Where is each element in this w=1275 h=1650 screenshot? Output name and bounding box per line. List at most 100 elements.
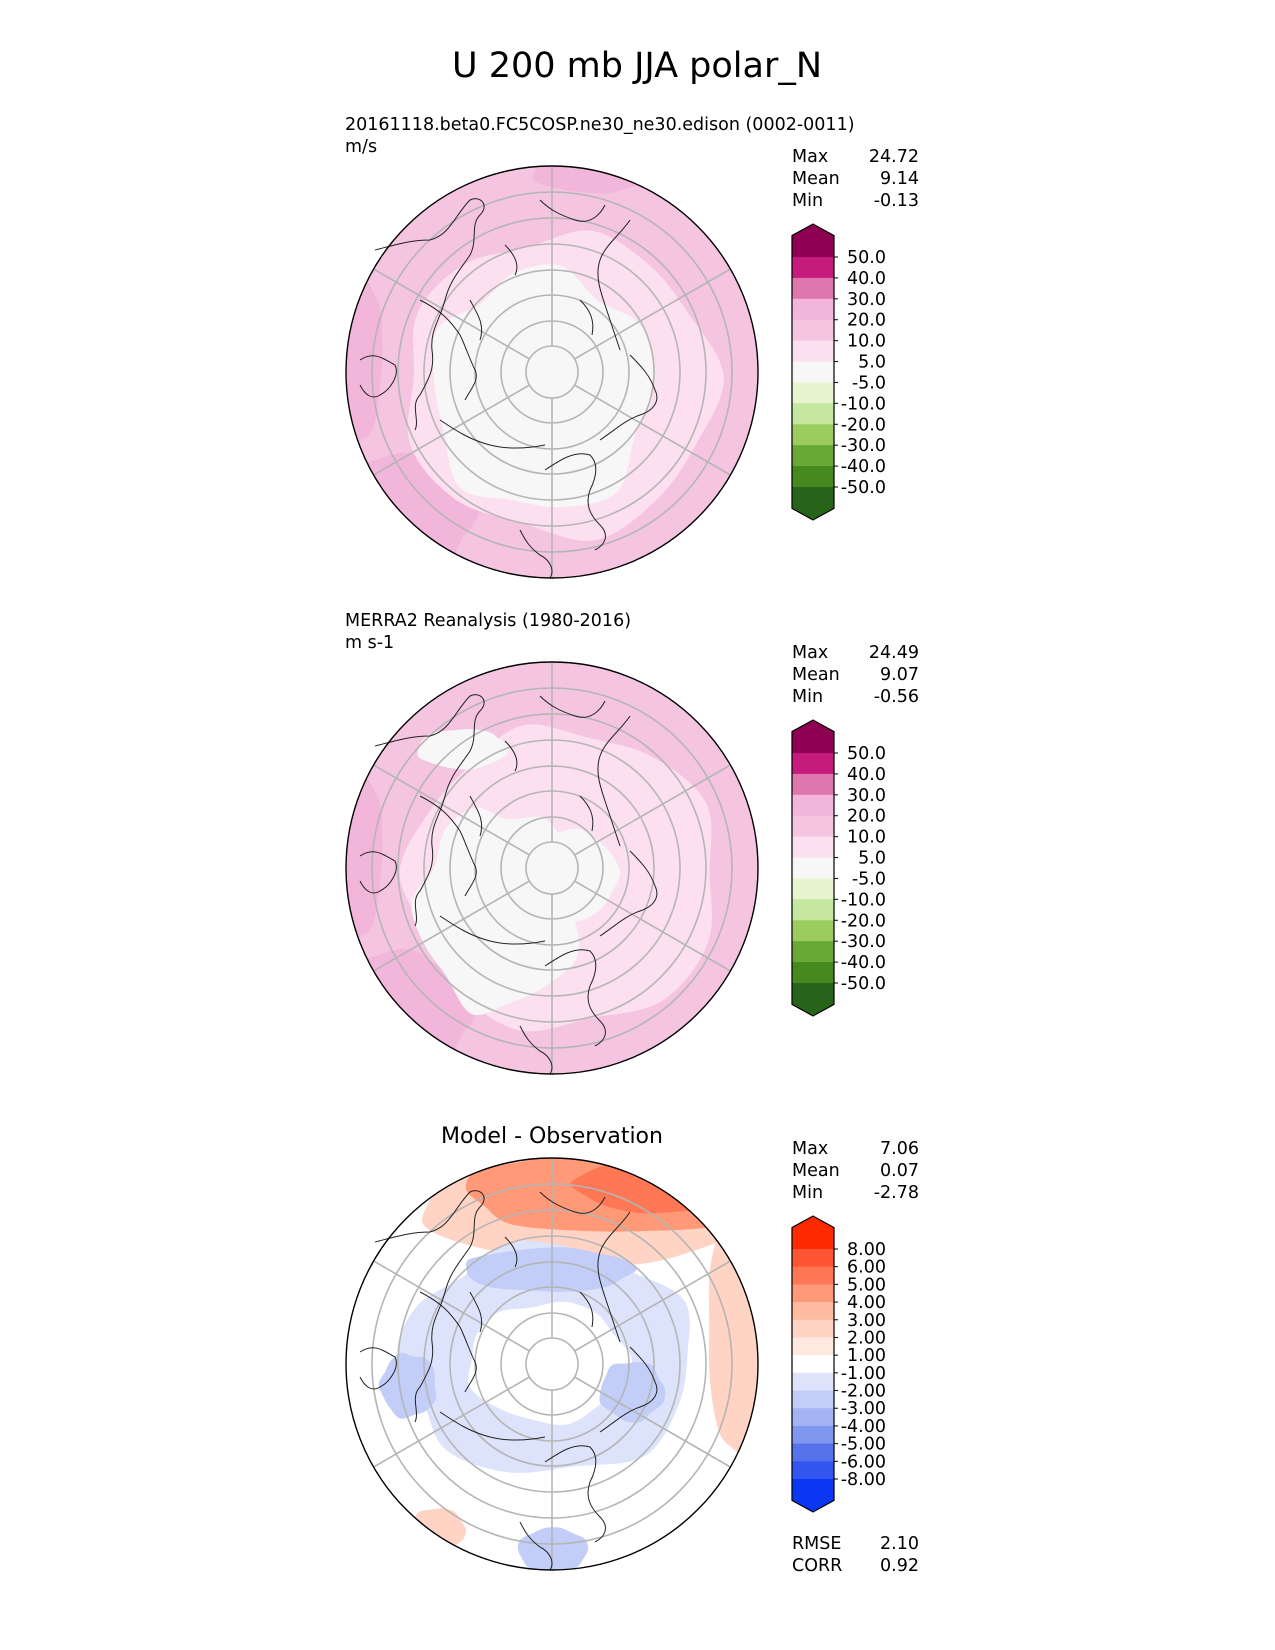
metric-corr-value: 0.92 [880, 1556, 919, 1576]
colorbar-segment [792, 1284, 834, 1303]
fill-level-near-zero [432, 264, 655, 508]
coastline [579, 1291, 594, 1328]
colorbar-tick-label: 40.0 [847, 269, 886, 289]
coastline [359, 355, 397, 398]
graticule [371, 1158, 733, 1570]
colorbar-tick-label: 10.0 [847, 828, 886, 848]
coastline [504, 1236, 518, 1268]
panel-model-colorbar: 50.040.030.020.010.05.0-5.0-10.0-20.0-30… [791, 223, 886, 521]
colorbar-tick-label: 50.0 [847, 248, 886, 268]
stat-min-value: -2.78 [874, 1183, 919, 1203]
colorbar-segment [792, 1408, 834, 1427]
meridian-line [574, 268, 731, 360]
colorbar-tick-label: 40.0 [847, 765, 886, 785]
map-boundary [345, 1157, 759, 1571]
panel-obs-units: m s-1 [345, 633, 394, 653]
coastlines [359, 198, 658, 579]
coastline [439, 1411, 546, 1441]
meridian-line [574, 384, 731, 476]
colorbar-tick-label: 5.0 [858, 353, 886, 373]
coastline [374, 198, 485, 431]
colorbar-extend-min [792, 983, 834, 1016]
coastline [469, 1291, 483, 1333]
metric-rmse-label: RMSE [792, 1534, 841, 1554]
panel-diff-map [345, 1157, 759, 1571]
colorbar-segment [792, 298, 834, 321]
colorbar-tick-label: 3.00 [847, 1311, 886, 1331]
colorbar-tick-label: -10.0 [841, 890, 886, 910]
colorbar-tick-label: -5.0 [852, 373, 886, 393]
panel-obs: MERRA2 Reanalysis (1980-2016) m s-1 Max … [345, 611, 919, 1075]
coastline [419, 795, 477, 897]
colorbar-tick-label: -40.0 [841, 953, 886, 973]
metric-corr-label: CORR [792, 1556, 842, 1576]
colorbar-segment [792, 1355, 834, 1374]
colorbar-extend-max [792, 720, 834, 753]
coastline [519, 1521, 553, 1571]
colorbar-segment [792, 1425, 834, 1445]
colorbar-segment [792, 836, 834, 859]
colorbar-tick-label: 30.0 [847, 290, 886, 310]
stat-min-label: Min [792, 191, 823, 211]
stat-mean-value: 9.07 [880, 665, 919, 685]
colorbar-segment [792, 1249, 834, 1268]
colorbar-extend-min [792, 1479, 834, 1512]
coastline [597, 1211, 631, 1343]
colorbar-segment [792, 1443, 834, 1462]
colorbar-tick-label: 30.0 [847, 786, 886, 806]
graticule [371, 662, 733, 1074]
coastline [359, 1347, 397, 1390]
meridian-line [373, 880, 530, 972]
colorbar-tick-label: 50.0 [847, 744, 886, 764]
coastline [599, 354, 658, 441]
panel-model-title: 20161118.beta0.FC5COSP.ne30_ne30.edison … [345, 115, 855, 135]
fill-level-1-2 [708, 1195, 758, 1462]
colorbar-tick-label: -40.0 [841, 457, 886, 477]
meridian-line [373, 1376, 530, 1468]
colorbar-tick-label: 20.0 [847, 807, 886, 827]
meridian-line [574, 1376, 731, 1468]
coastline [419, 299, 477, 401]
fill-level-20-30 [346, 759, 383, 940]
graticule [371, 166, 733, 578]
colorbar-tick-label: -10.0 [841, 394, 886, 414]
colorbar-tick-label: -5.0 [852, 869, 886, 889]
colorbar-extend-max [792, 224, 834, 257]
panel-diff-stats: Max 7.06 Mean 0.07 Min -2.78 [792, 1139, 919, 1203]
colorbar-extend-min [792, 487, 834, 520]
coastline [597, 715, 631, 847]
panel-obs-stats: Max 24.49 Mean 9.07 Min -0.56 [792, 643, 919, 707]
colorbar-tick-label: -20.0 [841, 415, 886, 435]
coastline [539, 695, 606, 718]
coastline [539, 199, 606, 222]
stat-mean-label: Mean [792, 665, 840, 685]
coastline [504, 740, 518, 772]
stat-mean-value: 0.07 [880, 1161, 919, 1181]
panel-model-stats: Max 24.72 Mean 9.14 Min -0.13 [792, 147, 919, 211]
coastline [544, 453, 606, 551]
coastline [374, 694, 485, 927]
coastline [419, 1291, 477, 1393]
colorbar-segment [792, 794, 834, 817]
colorbar-segment [792, 962, 834, 984]
stat-min-value: -0.56 [874, 687, 919, 707]
colorbar-segment [792, 424, 834, 446]
stat-mean-label: Mean [792, 169, 840, 189]
coastline [539, 1191, 606, 1214]
colorbar-tick-label: -5.00 [841, 1435, 886, 1455]
stat-mean-label: Mean [792, 1161, 840, 1181]
stat-min-label: Min [792, 1183, 823, 1203]
colorbar-segment [792, 257, 834, 279]
stat-max-value: 7.06 [880, 1139, 919, 1159]
colorbar-segment [792, 1266, 834, 1285]
panel-diff-metrics: RMSE 2.10 CORR 0.92 [792, 1534, 919, 1576]
colorbar-tick-label: 4.00 [847, 1293, 886, 1313]
panel-diff-title: Model - Observation [441, 1124, 663, 1149]
colorbar-segment [792, 319, 834, 342]
panel-obs-map [345, 661, 759, 1075]
colorbar-tick-label: 6.00 [847, 1258, 886, 1278]
coastline [439, 915, 546, 945]
colorbar-segment [792, 878, 834, 900]
meridian-line [373, 764, 530, 856]
